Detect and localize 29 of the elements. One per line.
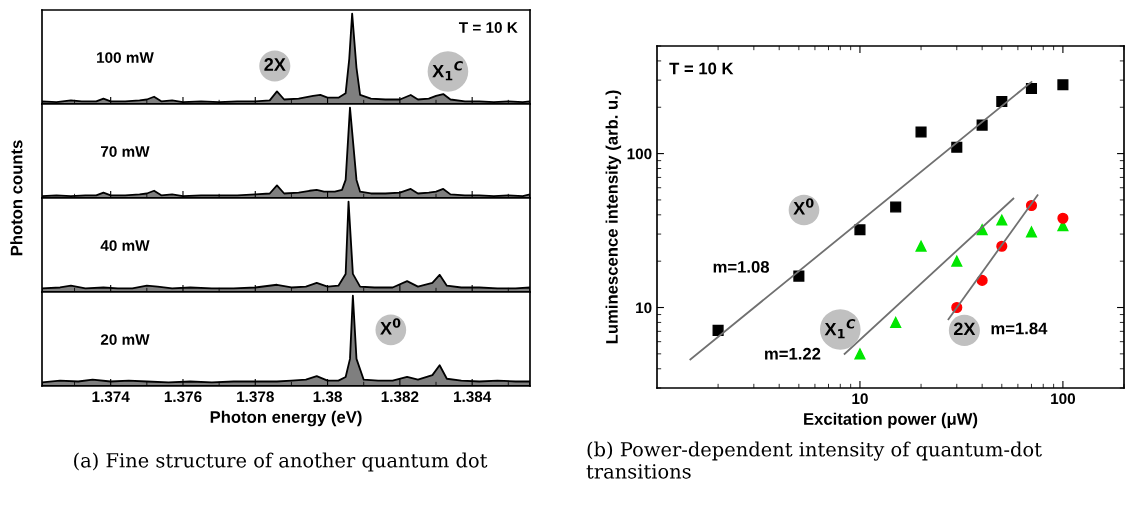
annotation: T = 10 K bbox=[669, 62, 734, 75]
x-tick-label: 1.378 bbox=[237, 391, 274, 403]
annotation: X$^{0}$ bbox=[380, 318, 401, 335]
annotation: 70 mW bbox=[101, 146, 150, 157]
y-axis-title: Luminescence intensity (arb. u.) bbox=[605, 90, 622, 344]
annotation: 40 mW bbox=[100, 240, 150, 251]
annotation: 20 mW bbox=[100, 334, 150, 345]
annotation: T = 10 K bbox=[458, 22, 518, 33]
y-axis-title: Photon counts bbox=[10, 140, 23, 256]
annotation: 100 mW bbox=[97, 52, 154, 63]
annotation: X$^{0}$ bbox=[793, 198, 814, 215]
annotation: X$_{1}$$^{C}$ bbox=[432, 61, 463, 81]
x-tick-label: 10 bbox=[852, 393, 868, 405]
x-axis-title: Photon energy (eV) bbox=[210, 410, 362, 427]
annotation: 2X bbox=[953, 322, 976, 336]
annotation: 2X bbox=[264, 58, 286, 71]
annotation: m=1.22 bbox=[765, 347, 821, 360]
x-tick-label: 1.38 bbox=[313, 391, 342, 403]
text: (a) Fine structure of another quantum dot bbox=[74, 452, 488, 472]
annotation: X$_{1}$$^{C}$ bbox=[824, 319, 856, 339]
annotation: m=1.84 bbox=[991, 322, 1048, 335]
annotation: m=1.08 bbox=[713, 260, 770, 273]
x-tick-label: 1.382 bbox=[381, 391, 419, 403]
x-tick-label: 1.374 bbox=[92, 391, 130, 403]
x-axis-title: Excitation power (μW) bbox=[804, 412, 978, 429]
x-tick-label: 1.376 bbox=[164, 391, 202, 403]
text: (b) Power-dependent intensity of quantum-dot transitions bbox=[586, 441, 1042, 479]
x-tick-label: 1.384 bbox=[454, 391, 492, 403]
x-tick-label: 100 bbox=[1051, 393, 1076, 405]
